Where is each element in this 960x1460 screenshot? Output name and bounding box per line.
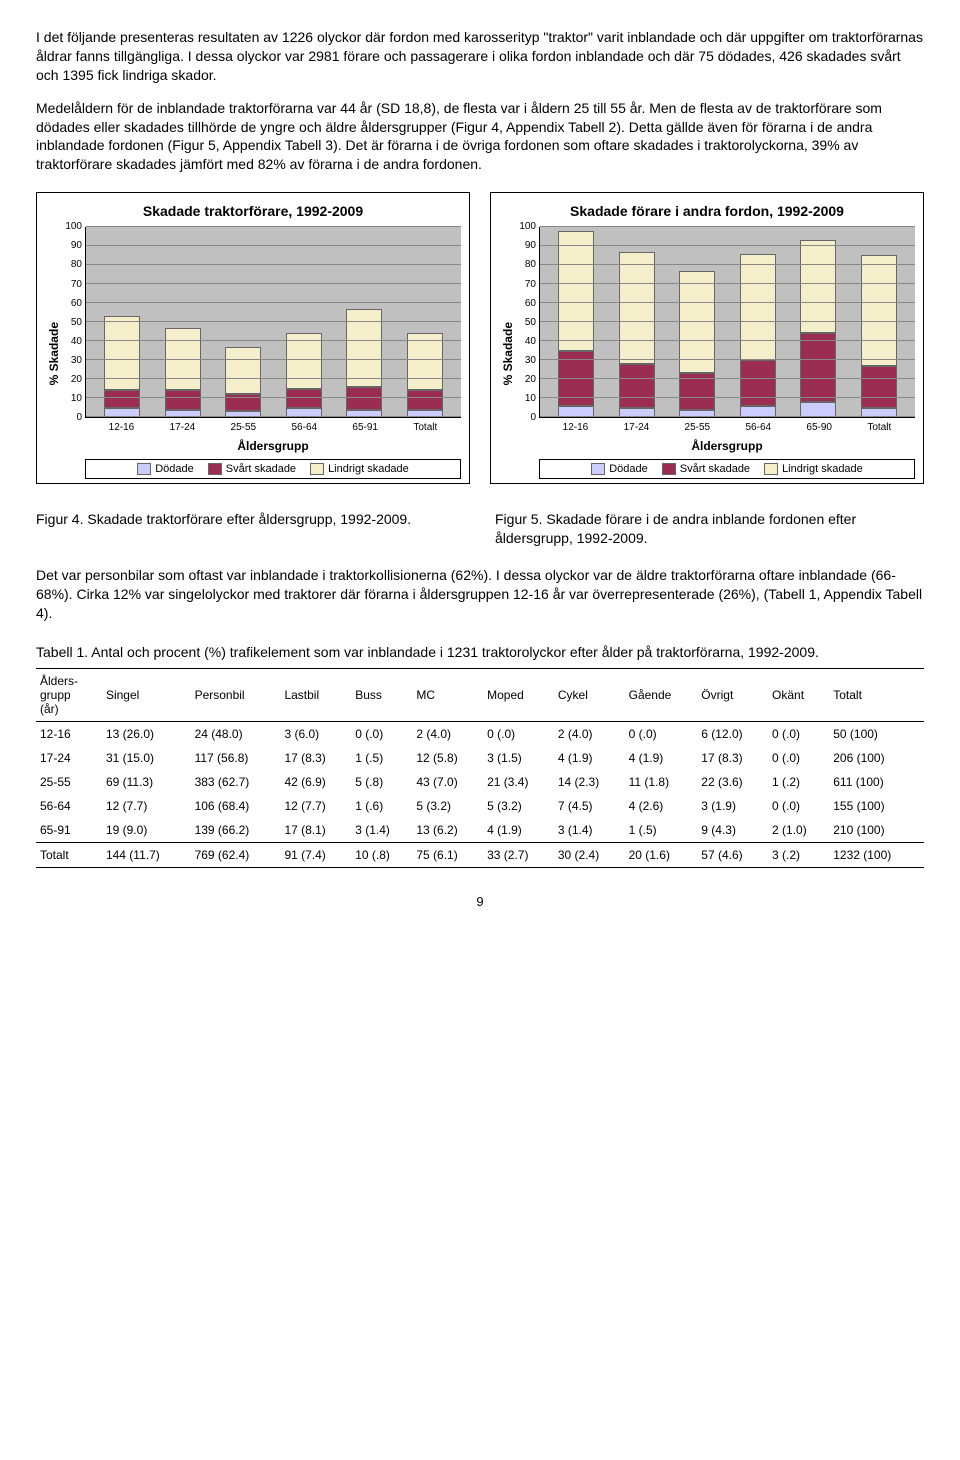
chart-2-xlabels: 12-1617-2425-5556-6465-90Totalt xyxy=(539,422,915,433)
table-row: 12-1613 (26.0)24 (48.0)3 (6.0)0 (.0)2 (4… xyxy=(36,721,924,746)
chart-1-xlabels: 12-1617-2425-5556-6465-91Totalt xyxy=(85,422,461,433)
table-header: MC xyxy=(412,668,483,721)
table-header: Gående xyxy=(625,668,698,721)
chart-2-title: Skadade förare i andra fordon, 1992-2009 xyxy=(499,203,915,219)
legend-lindrigt: Lindrigt skadade xyxy=(328,463,409,475)
bar-stack xyxy=(225,347,261,418)
chart-2: Skadade förare i andra fordon, 1992-2009… xyxy=(490,192,924,484)
captions-row: Figur 4. Skadade traktorförare efter åld… xyxy=(36,510,924,548)
chart-2-xlabel: Åldersgrupp xyxy=(539,439,915,453)
page-number: 9 xyxy=(36,894,924,909)
legend-svart: Svårt skadade xyxy=(226,463,296,475)
bar-stack xyxy=(104,316,140,417)
table-header: Personbil xyxy=(191,668,281,721)
paragraph-2: Medelåldern för de inblandade traktorför… xyxy=(36,99,924,175)
table-row: 65-9119 (9.0)139 (66.2)17 (8.1)3 (1.4)13… xyxy=(36,818,924,843)
table-row: 17-2431 (15.0)117 (56.8)17 (8.3)1 (.5)12… xyxy=(36,746,924,770)
paragraph-3: Det var personbilar som oftast var inbla… xyxy=(36,566,924,623)
bar-stack xyxy=(619,252,655,418)
chart-1: Skadade traktorförare, 1992-2009 % Skada… xyxy=(36,192,470,484)
chart-1-ylabel: % Skadade xyxy=(45,322,61,385)
figure-4-caption: Figur 4. Skadade traktorförare efter åld… xyxy=(36,510,465,548)
legend-dodade-2: Dödade xyxy=(609,463,648,475)
table-header: Buss xyxy=(351,668,412,721)
table-header: Singel xyxy=(102,668,191,721)
chart-1-xlabel: Åldersgrupp xyxy=(85,439,461,453)
table-header: Lastbil xyxy=(280,668,351,721)
chart-1-title: Skadade traktorförare, 1992-2009 xyxy=(45,203,461,219)
bar-stack xyxy=(740,254,776,418)
table-header: Ålders- grupp (år) xyxy=(36,668,102,721)
chart-2-ylabel: % Skadade xyxy=(499,322,515,385)
bar-stack xyxy=(346,309,382,418)
chart-1-plot: 0102030405060708090100 xyxy=(85,227,461,418)
table-1-title: Tabell 1. Antal och procent (%) trafikel… xyxy=(36,643,924,662)
bar-stack xyxy=(679,271,715,418)
chart-1-legend: Dödade Svårt skadade Lindrigt skadade xyxy=(85,459,461,479)
table-header: Moped xyxy=(483,668,554,721)
table-1: Ålders- grupp (år)SingelPersonbilLastbil… xyxy=(36,668,924,868)
charts-row: Skadade traktorförare, 1992-2009 % Skada… xyxy=(36,192,924,484)
table-header: Övrigt xyxy=(697,668,768,721)
legend-svart-2: Svårt skadade xyxy=(680,463,750,475)
paragraph-1: I det följande presenteras resultaten av… xyxy=(36,28,924,85)
bar-stack xyxy=(861,255,897,417)
table-row: 56-6412 (7.7)106 (68.4)12 (7.7)1 (.6)5 (… xyxy=(36,794,924,818)
table-row: 25-5569 (11.3)383 (62.7)42 (6.9)5 (.8)43… xyxy=(36,770,924,794)
bar-stack xyxy=(407,333,443,417)
table-header: Okänt xyxy=(768,668,829,721)
legend-lindrigt-2: Lindrigt skadade xyxy=(782,463,863,475)
bar-stack xyxy=(286,333,322,417)
table-header: Totalt xyxy=(829,668,924,721)
bar-stack xyxy=(800,240,836,417)
table-row-total: Totalt144 (11.7)769 (62.4)91 (7.4)10 (.8… xyxy=(36,842,924,867)
chart-2-legend: Dödade Svårt skadade Lindrigt skadade xyxy=(539,459,915,479)
legend-dodade: Dödade xyxy=(155,463,194,475)
chart-2-plot: 0102030405060708090100 xyxy=(539,227,915,418)
bar-stack xyxy=(558,231,594,417)
table-header: Cykel xyxy=(554,668,625,721)
figure-5-caption: Figur 5. Skadade förare i de andra inbla… xyxy=(495,510,924,548)
